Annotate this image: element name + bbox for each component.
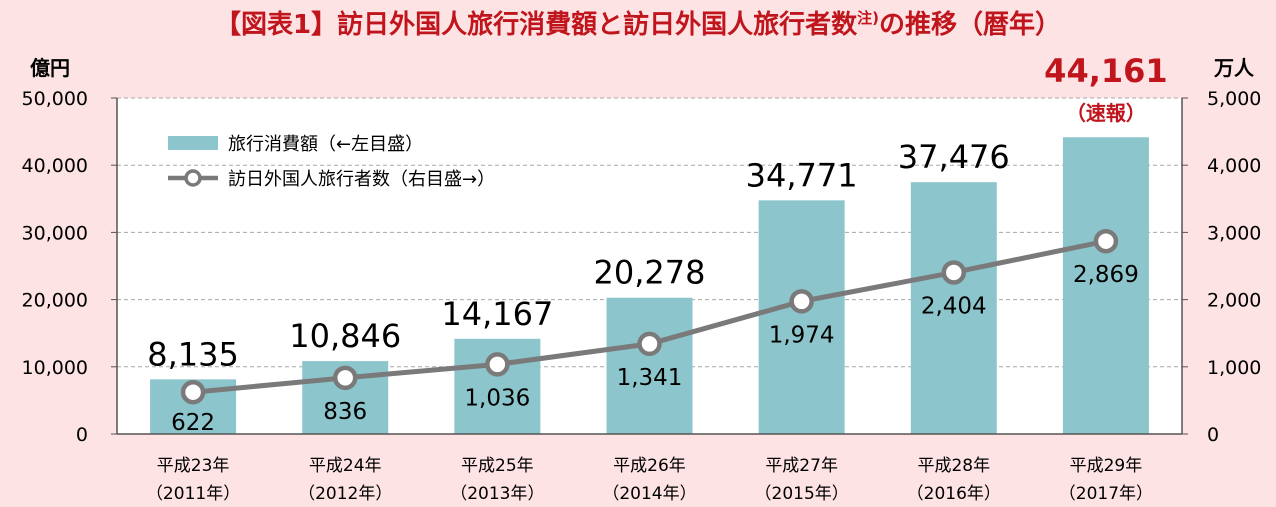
legend-line-marker xyxy=(184,169,202,187)
y-left-tick-label: 50,000 xyxy=(22,88,88,110)
bar xyxy=(910,182,997,434)
y-left-tick-label: 30,000 xyxy=(22,222,88,244)
y-left-tick-label: 40,000 xyxy=(22,155,88,177)
line-value-label: 2,404 xyxy=(921,293,987,319)
line-point xyxy=(941,260,967,285)
x-tick-label: 平成29年 xyxy=(1070,456,1143,476)
line-point xyxy=(1093,228,1119,254)
y-left-tick-label: 0 xyxy=(76,424,88,446)
y-right-tick-label: 5,000 xyxy=(1207,88,1261,110)
x-tick-label-year: （2015年） xyxy=(755,484,849,504)
bar-value-label: 44,161 xyxy=(1044,52,1167,90)
legend-bar-label: 旅行消費額（←左目盛） xyxy=(228,134,423,155)
y-left-unit: 億円 xyxy=(30,56,70,80)
line-value-label: 1,974 xyxy=(769,322,835,348)
x-tick-label: 平成25年 xyxy=(461,456,534,476)
bar-value-label: 14,167 xyxy=(441,295,553,333)
preliminary-note: （速報） xyxy=(1066,101,1146,125)
x-tick-label-year: （2014年） xyxy=(602,484,696,504)
y-right-tick-label: 2,000 xyxy=(1207,290,1261,312)
bar-value-label: 34,771 xyxy=(746,156,858,194)
line-point xyxy=(789,289,814,314)
y-right-unit: 万人 xyxy=(1213,56,1255,80)
y-right-tick-label: 0 xyxy=(1207,424,1219,446)
line-value-label: 1,341 xyxy=(617,365,683,391)
legend-line-label: 訪日外国人旅行者数（右目盛→） xyxy=(228,169,495,190)
line-point xyxy=(485,352,510,377)
y-right-tick-label: 3,000 xyxy=(1207,222,1261,244)
bar-value-label: 37,476 xyxy=(898,138,1010,176)
x-tick-label-year: （2011年） xyxy=(146,484,240,504)
y-left-tick-label: 10,000 xyxy=(22,357,88,379)
title-suffix: の推移（暦年） xyxy=(879,9,1061,40)
x-tick-label: 平成28年 xyxy=(917,456,990,476)
axes: 0 10,000 20,000 30,000 40,000 50,000 0 1,000 2,0… xyxy=(22,56,1262,504)
title-note: 注) xyxy=(857,9,879,27)
line-value-label: 1,036 xyxy=(464,385,530,411)
line-value-label: 836 xyxy=(323,399,367,425)
y-left-tick-label: 20,000 xyxy=(22,290,88,312)
x-tick-label: 平成27年 xyxy=(765,456,838,476)
line-point xyxy=(180,379,206,405)
line-series xyxy=(180,228,1119,405)
line-value-label: 2,869 xyxy=(1073,262,1139,288)
legend-bar-swatch xyxy=(168,136,218,150)
x-tick-label-year: （2017年） xyxy=(1059,484,1153,504)
x-tick-label-year: （2013年） xyxy=(450,484,544,504)
data-labels: 8,135 10,846 14,167 20,278 34,771 37,476 44,16… xyxy=(147,52,1167,436)
x-tick-label: 平成23年 xyxy=(157,456,230,476)
bar-value-label: 10,846 xyxy=(289,317,401,355)
line-point xyxy=(332,365,358,391)
y-right-tick-label: 4,000 xyxy=(1207,155,1261,177)
bar-value-label: 8,135 xyxy=(147,335,239,373)
chart-title: 【図表1】訪日外国人旅行消費額と訪日外国人旅行者数注)の推移（暦年） xyxy=(215,9,1061,40)
x-tick-label: 平成26年 xyxy=(613,456,686,476)
x-tick-label: 平成24年 xyxy=(309,456,382,476)
bar xyxy=(606,297,693,434)
bar-value-label: 20,278 xyxy=(594,254,706,292)
bar xyxy=(1062,137,1149,434)
x-tick-label-year: （2016年） xyxy=(907,484,1001,504)
bar xyxy=(758,200,845,434)
title-main: 【図表1】訪日外国人旅行消費額と訪日外国人旅行者数 xyxy=(215,9,858,40)
line-point xyxy=(637,331,662,357)
legend: 旅行消費額（←左目盛） 訪日外国人旅行者数（右目盛→） xyxy=(168,134,495,190)
x-tick-label-year: （2012年） xyxy=(298,484,392,504)
line-value-label: 622 xyxy=(171,410,215,436)
y-right-tick-label: 1,000 xyxy=(1207,357,1261,379)
